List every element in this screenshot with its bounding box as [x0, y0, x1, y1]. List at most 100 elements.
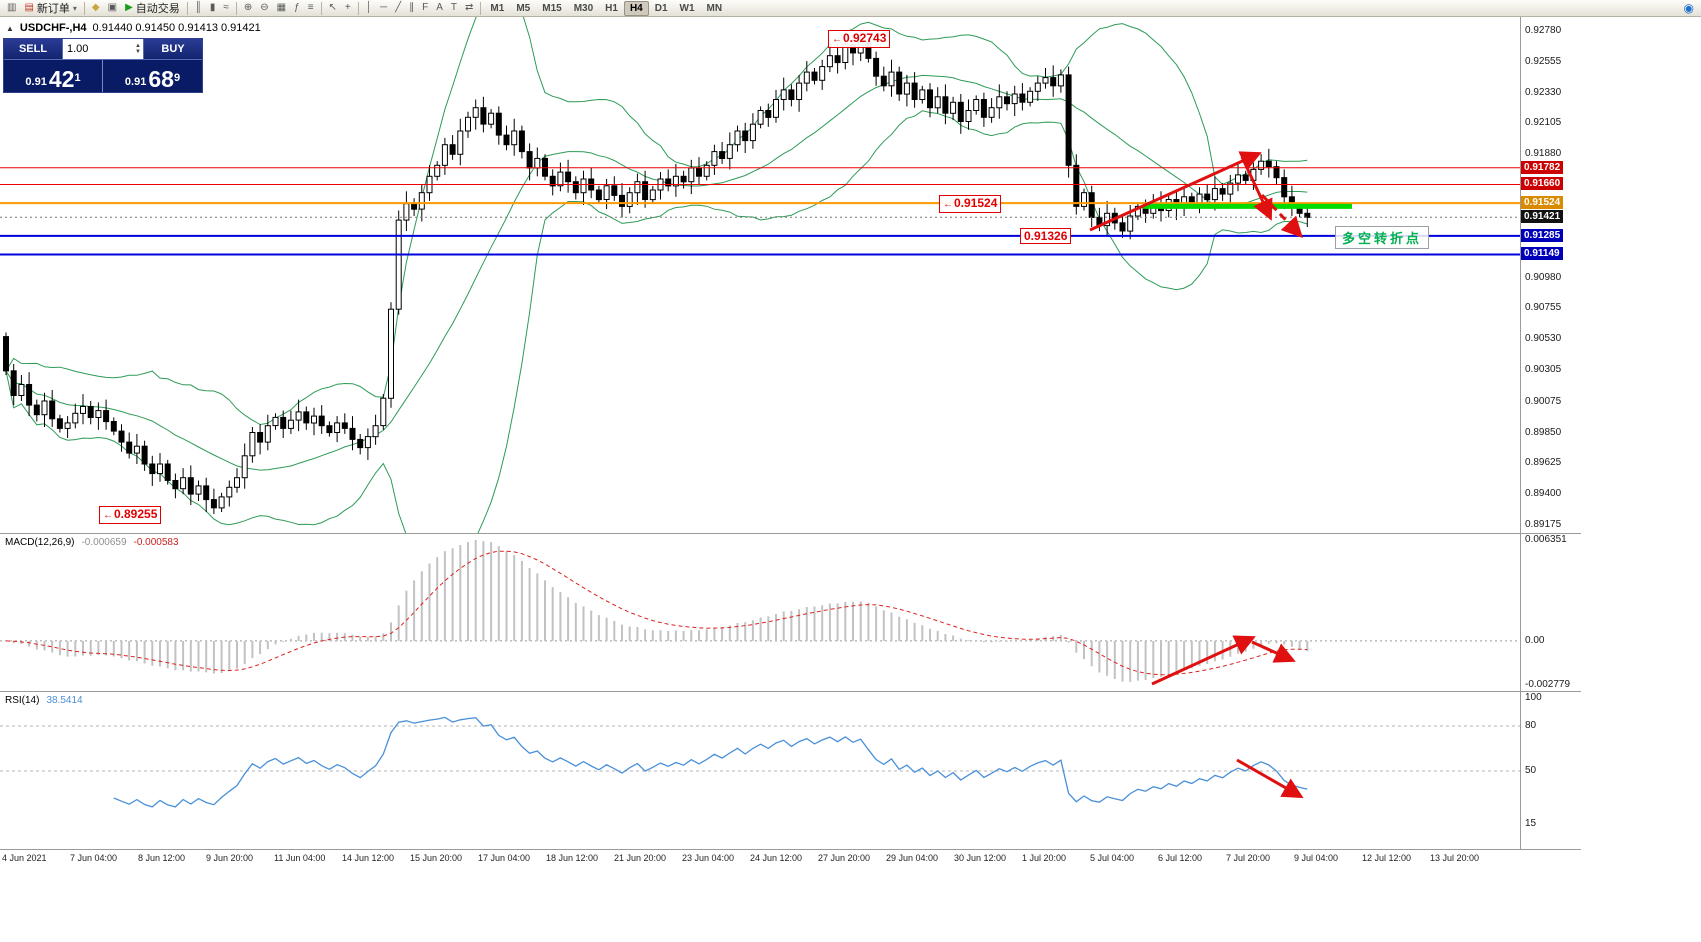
community-button[interactable]: ◉ [1680, 1, 1698, 16]
channel-icon: ∥ [409, 2, 415, 13]
timeframe-m30[interactable]: M30 [573, 2, 594, 14]
timeframe-w1[interactable]: W1 [679, 2, 695, 14]
one-click-trading-panel: SELL ▲▼ BUY 0.91 42 1 0.91 68 9 [3, 38, 203, 93]
sell-price-big: 42 [48, 66, 75, 92]
macd-panel-canvas[interactable] [0, 534, 1520, 691]
price-axis-rsi[interactable]: 100 80 50 15 [1520, 692, 1581, 849]
objects-list-button[interactable]: ≡ [304, 1, 318, 16]
mql-diamond-icon[interactable]: ◆ [88, 1, 104, 16]
timeframe-m1[interactable]: M1 [490, 2, 505, 14]
chart-bars-button[interactable]: ║ [191, 1, 206, 16]
time-label: 4 Jun 2021 [2, 853, 47, 863]
macd-label-row: MACD(12,26,9) -0.000659 -0.000583 [5, 537, 179, 548]
horizontal-lines[interactable] [0, 167, 1520, 256]
macd-trend-arrow[interactable] [1251, 640, 1296, 663]
list-icon: ≡ [307, 2, 314, 13]
buy-button[interactable]: BUY [144, 39, 202, 59]
new-order-button[interactable]: ▤ 新订单 ▾ [20, 1, 80, 16]
channel-button[interactable]: ∥ [405, 1, 418, 16]
fibonacci-button[interactable]: F [418, 1, 432, 16]
price-tick-label: 0.92105 [1525, 117, 1562, 128]
arrows-button[interactable]: ⇄ [461, 1, 477, 16]
main-chart-canvas[interactable] [0, 17, 1520, 533]
price-label-092743[interactable]: ←0.92743 [828, 30, 891, 48]
cursor-button[interactable]: ↖ [325, 1, 341, 16]
volume-box: ▲▼ [62, 39, 144, 59]
chart-candles-button[interactable]: ▮ [206, 1, 220, 16]
price-tick-label: 0.92555 [1525, 56, 1562, 67]
chart-collapse-icon: ▲ [6, 23, 14, 33]
price-label-091326[interactable]: 0.91326 [1020, 228, 1072, 244]
rsi-tick-label: 50 [1525, 765, 1537, 776]
panel-separator[interactable] [0, 849, 1581, 850]
sell-button[interactable]: SELL [4, 39, 62, 59]
panel-separator[interactable] [0, 533, 1581, 534]
timeframe-mn[interactable]: MN [706, 2, 723, 14]
trend-arrows[interactable] [1089, 151, 1303, 239]
window-icon: ▣ [107, 2, 118, 13]
time-label: 29 Jun 04:00 [886, 853, 939, 863]
price-label-091524[interactable]: ←0.91524 [939, 195, 1002, 213]
macd-main-value: -0.000659 [81, 537, 127, 548]
left-arrow-icon: ← [103, 510, 113, 521]
note-turning-point[interactable]: 多空转折点 [1335, 226, 1430, 249]
symbol-timeframe-label: USDCHF-,H4 [19, 22, 87, 34]
volume-spinner[interactable]: ▲ ▼ [135, 43, 143, 55]
toolbar-separator [357, 1, 359, 15]
rsi-tick-label: 100 [1525, 692, 1542, 703]
timeframe-d1[interactable]: D1 [654, 2, 668, 14]
spinner-up-icon[interactable]: ▲ [135, 43, 141, 49]
autotrade-button[interactable]: ▶ 自动交易 [121, 1, 184, 16]
macd-signal-line [5, 550, 1308, 676]
vertical-line-button[interactable]: │ [362, 1, 376, 16]
timeframe-h1[interactable]: H1 [605, 2, 618, 14]
timeframe-m15[interactable]: M15 [542, 2, 562, 14]
cursor-icon: ↖ [328, 2, 337, 13]
timeframe-h4[interactable]: H4 [623, 0, 649, 16]
toolbar-separator [320, 1, 322, 15]
sell-price[interactable]: 0.91 42 1 [4, 60, 103, 92]
price-label-091524-text: 0.91524 [954, 196, 998, 210]
tile-windows-button[interactable]: ▦ [273, 1, 290, 16]
time-label: 1 Jul 20:00 [1022, 853, 1067, 863]
macd-histogram [12, 540, 1309, 682]
panel-separator[interactable] [0, 691, 1581, 692]
time-axis[interactable]: 4 Jun 2021 7 Jun 04:00 8 Jun 12:00 9 Jun 20… [0, 850, 1581, 868]
line-chart-icon: ≈ [223, 2, 229, 13]
spinner-down-icon[interactable]: ▼ [135, 49, 141, 55]
time-label: 8 Jun 12:00 [138, 853, 186, 863]
buy-button-label: BUY [161, 43, 185, 55]
rsi-panel-canvas[interactable] [0, 692, 1520, 849]
zoom-out-button[interactable]: ⊖ [256, 1, 272, 16]
price-tick-label: 0.90305 [1525, 364, 1562, 375]
crosshair-button[interactable]: + [341, 1, 355, 16]
time-label: 24 Jun 12:00 [750, 853, 803, 863]
timeframe-m5[interactable]: M5 [516, 2, 531, 14]
community-icon: ◉ [1683, 1, 1694, 15]
buy-price-sup: 9 [173, 72, 181, 84]
indicators-button[interactable]: ƒ [290, 1, 304, 16]
price-axis-macd[interactable]: 0.006351 0.00 -0.002779 [1520, 534, 1581, 691]
macd-trend-arrow[interactable] [1151, 635, 1256, 686]
zoom-in-button[interactable]: ⊕ [240, 1, 256, 16]
chart-line-button[interactable]: ≈ [219, 1, 233, 16]
text-label-button[interactable]: T [447, 1, 461, 16]
macd-tick-label: -0.002779 [1525, 679, 1571, 690]
text-button[interactable]: A [432, 1, 447, 16]
volume-input[interactable] [63, 43, 136, 55]
rsi-tick-label: 80 [1525, 720, 1537, 731]
chart-window-icon: ▥ [7, 2, 17, 13]
chart-window-icon[interactable]: ▥ [3, 1, 20, 16]
market-watch-icon[interactable]: ▣ [104, 1, 121, 16]
chevron-down-icon: ▾ [72, 3, 77, 13]
zoom-out-icon: ⊖ [260, 2, 269, 13]
horizontal-line-button[interactable]: ─ [376, 1, 391, 16]
price-axis-main[interactable]: 0.92780 0.92555 0.92330 0.92105 0.91880 0.909… [1520, 17, 1581, 533]
price-label-089255[interactable]: ←0.89255 [99, 506, 162, 524]
buy-price[interactable]: 0.91 68 9 [103, 60, 202, 92]
rsi-trend-arrow[interactable] [1236, 758, 1304, 799]
time-label: 12 Jul 12:00 [1362, 853, 1412, 863]
trendline-button[interactable]: ╱ [391, 1, 405, 16]
